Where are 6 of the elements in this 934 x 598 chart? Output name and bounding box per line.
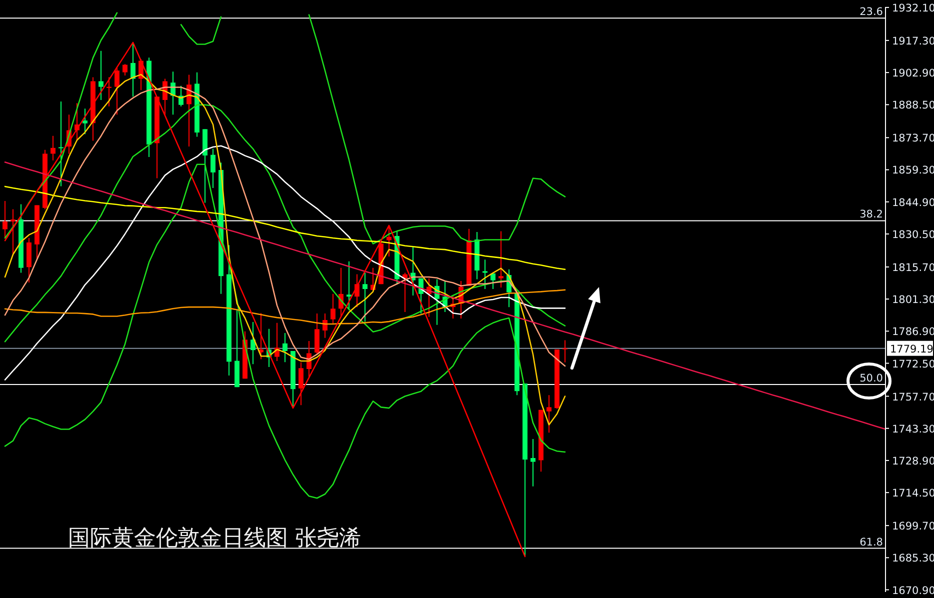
ref-line-label: 38.2 <box>860 208 883 221</box>
ref-line-label: 1779.19 <box>890 343 934 356</box>
ref-line-label: 50.0 <box>860 372 883 384</box>
ref-line-label: 61.8 <box>860 536 883 548</box>
title: 国际黄金伦敦金日线图 张尧浠 <box>68 526 361 551</box>
ref-line-label: 23.6 <box>860 6 883 18</box>
